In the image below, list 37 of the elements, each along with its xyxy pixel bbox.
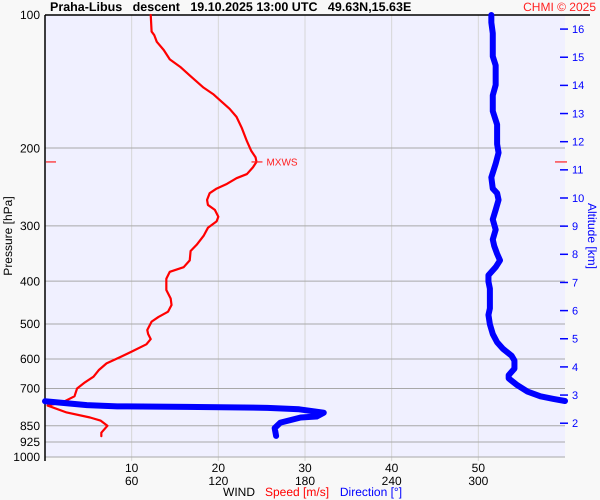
y2-tick-label: 11: [572, 164, 584, 177]
y2-tick-label: 8: [572, 249, 578, 262]
text: CHMI © 2025: [523, 0, 596, 14]
y2-tick-label: 9: [572, 220, 578, 233]
y2-tick-label: 15: [572, 52, 584, 64]
y2-axis-title: Altitude [km]: [585, 202, 599, 270]
y-axis-title: Pressure [hPa]: [1, 196, 15, 276]
y-tick-label: 300: [20, 219, 40, 234]
y2-tick-label: 13: [572, 108, 584, 120]
y2-tick-label: 2: [572, 418, 578, 430]
chart-title: Praha-Libus descent 19.10.2025 13:00 UTC 49.63N,15.63E: [50, 0, 412, 14]
y2-tick-label: 16: [572, 24, 584, 36]
annotation: MXWS: [266, 157, 298, 168]
x-tick-label: 50: [472, 461, 486, 476]
y2-tick-label: 5: [572, 334, 578, 346]
y2-tick-label: 10: [572, 192, 584, 205]
y-tick-label: 925: [20, 435, 40, 450]
x2-tick-label: 60: [124, 474, 139, 488]
x-tick-label: 40: [384, 461, 399, 476]
y-tick-label: 500: [20, 317, 40, 332]
y-tick-label: 600: [20, 352, 40, 366]
y-tick-label: 400: [20, 274, 40, 288]
y2-tick-label: 4: [572, 362, 578, 374]
y2-tick-label: 6: [572, 305, 578, 318]
y2-tick-label: 14: [572, 80, 584, 92]
x2-tick-label: 300: [468, 474, 489, 488]
y2-tick-label: 12: [572, 136, 584, 149]
x-tick-label: 20: [212, 461, 226, 476]
x-tick-label: 30: [298, 461, 312, 476]
y2-tick-label: 3: [572, 390, 578, 402]
y2-tick-label: 7: [572, 277, 578, 290]
y-tick-label: 850: [20, 419, 40, 434]
y-tick-label: 200: [20, 141, 40, 156]
y-tick-label: 100: [20, 8, 40, 22]
y-tick-label: 700: [20, 382, 40, 396]
x-tick-label: 10: [124, 461, 139, 476]
y-tick-label: 1000: [13, 450, 40, 464]
